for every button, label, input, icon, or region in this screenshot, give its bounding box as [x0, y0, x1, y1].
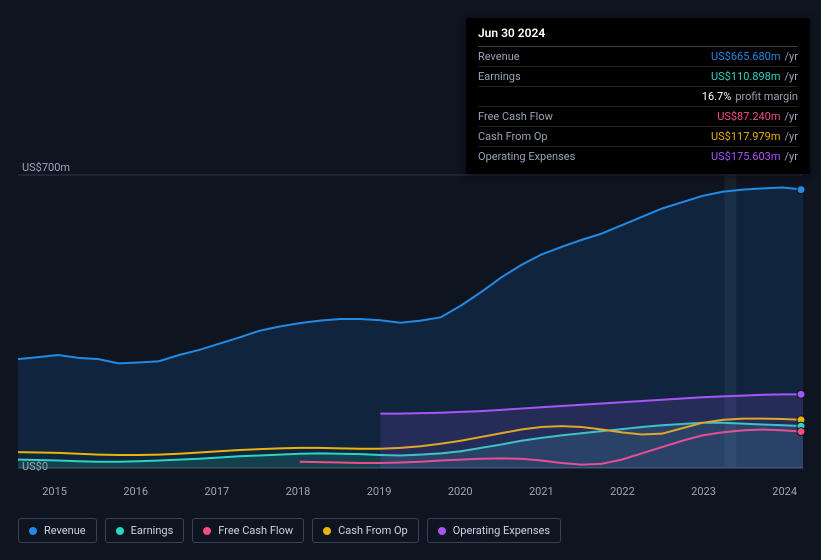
- legend-item-operating-expenses[interactable]: Operating Expenses: [427, 518, 561, 543]
- tooltip-row: Free Cash Flow US$87.240m/yr: [478, 107, 798, 127]
- tooltip-row-label: Cash From Op: [478, 130, 548, 143]
- legend-dot-icon: [116, 527, 124, 535]
- legend-item-free-cash-flow[interactable]: Free Cash Flow: [192, 518, 304, 543]
- chart-tooltip: Jun 30 2024 RevenueUS$665.680m/yrEarning…: [466, 18, 810, 174]
- x-axis-label: 2020: [448, 485, 473, 498]
- y-axis-label: US$0: [22, 460, 48, 473]
- legend-dot-icon: [438, 527, 446, 535]
- tooltip-row: Operating Expenses US$175.603m/yr: [478, 147, 798, 166]
- x-axis-label: 2021: [529, 485, 554, 498]
- tooltip-row-suffix: /yr: [785, 150, 798, 163]
- x-axis-label: 2023: [691, 485, 716, 498]
- tooltip-row-label: Free Cash Flow: [478, 110, 553, 123]
- tooltip-row: Earnings US$110.898m/yr: [478, 67, 798, 87]
- tooltip-row-value: US$175.603m: [711, 150, 781, 163]
- tooltip-row-value: US$110.898m: [711, 70, 781, 83]
- x-axis-label: 2022: [610, 485, 635, 498]
- y-axis-label: US$700m: [22, 161, 70, 174]
- tooltip-row-suffix: /yr: [785, 110, 798, 123]
- legend-item-label: Operating Expenses: [453, 524, 550, 537]
- legend-item-label: Cash From Op: [338, 524, 408, 537]
- tooltip-row: Revenue US$665.680m/yr: [478, 47, 798, 67]
- legend-item-earnings[interactable]: Earnings: [105, 518, 185, 543]
- legend-dot-icon: [29, 527, 37, 535]
- x-axis-label: 2015: [42, 485, 67, 498]
- x-axis-label: 2019: [367, 485, 392, 498]
- tooltip-row: Cash From Op US$117.979m/yr: [478, 127, 798, 147]
- tooltip-row-value: US$665.680m: [711, 50, 781, 63]
- tooltip-row-label: Earnings: [478, 70, 521, 83]
- tooltip-row-label: Operating Expenses: [478, 150, 575, 163]
- x-axis-label: 2017: [204, 485, 229, 498]
- tooltip-row-suffix: profit margin: [735, 90, 798, 103]
- legend-dot-icon: [323, 527, 331, 535]
- financial-chart: { "chart": { "type": "line-area", "width…: [0, 0, 821, 560]
- tooltip-row-suffix: /yr: [785, 130, 798, 143]
- legend-item-revenue[interactable]: Revenue: [18, 518, 97, 543]
- tooltip-row-label: Revenue: [478, 50, 520, 63]
- tooltip-row-suffix: /yr: [785, 50, 798, 63]
- legend-item-label: Free Cash Flow: [218, 524, 293, 537]
- legend-item-cash-from-op[interactable]: Cash From Op: [312, 518, 419, 543]
- legend-item-label: Revenue: [44, 524, 86, 537]
- tooltip-row-value: US$117.979m: [711, 130, 781, 143]
- x-axis-label: 2024: [772, 485, 797, 498]
- x-axis-label: 2016: [123, 485, 148, 498]
- legend-item-label: Earnings: [131, 524, 174, 537]
- tooltip-date: Jun 30 2024: [478, 26, 798, 47]
- legend-dot-icon: [203, 527, 211, 535]
- tooltip-row: 16.7%profit margin: [478, 87, 798, 107]
- x-axis-label: 2018: [286, 485, 311, 498]
- chart-legend: Revenue Earnings Free Cash Flow Cash From O…: [18, 518, 561, 543]
- tooltip-row-suffix: /yr: [785, 70, 798, 83]
- tooltip-row-value: US$87.240m: [717, 110, 780, 123]
- tooltip-row-value: 16.7%: [702, 90, 732, 103]
